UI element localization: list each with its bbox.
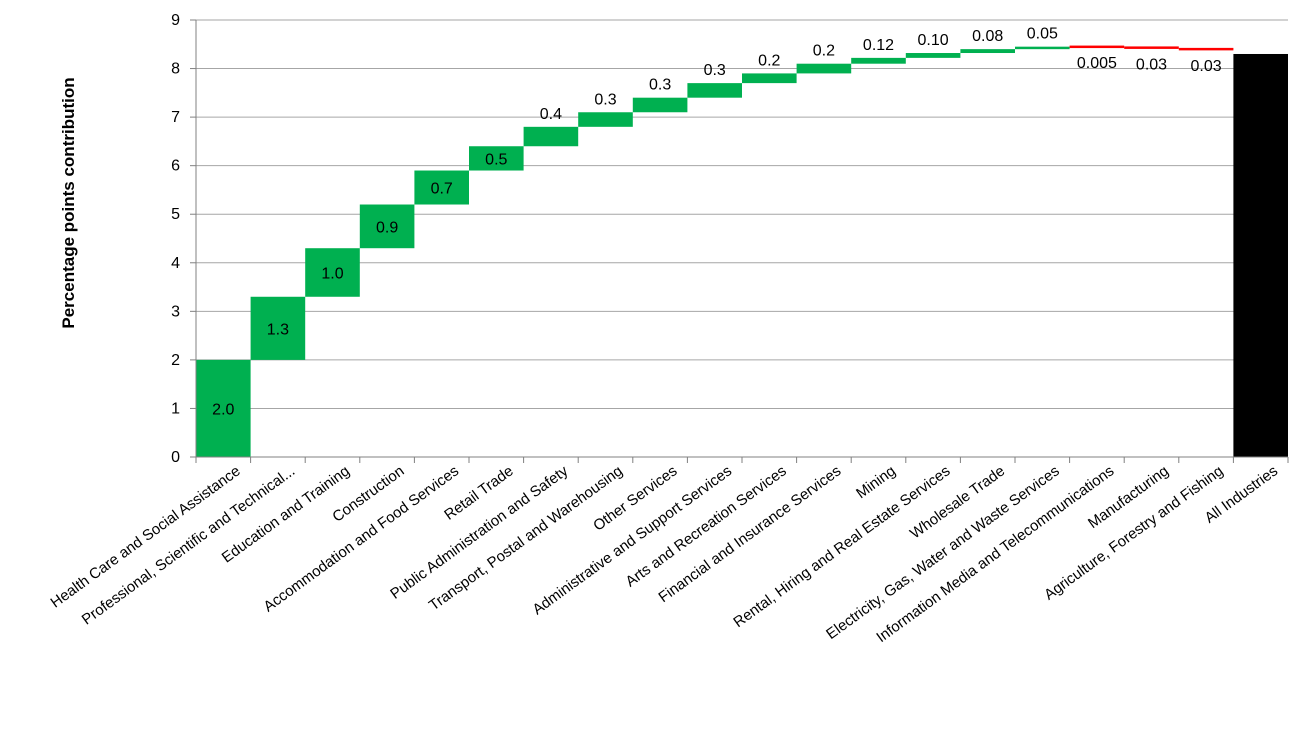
bar xyxy=(250,296,306,360)
y-tick-label: 1 xyxy=(171,400,180,417)
data-label: 1.3 xyxy=(267,321,289,338)
y-tick-label: 4 xyxy=(171,255,180,272)
bar xyxy=(305,248,360,297)
y-tick-label: 8 xyxy=(171,61,180,78)
bar xyxy=(1178,47,1234,51)
data-label: 0.005 xyxy=(1077,55,1117,72)
data-label: 0.3 xyxy=(704,62,726,79)
data-label: 0.9 xyxy=(376,219,398,236)
data-label: 0.3 xyxy=(594,91,616,108)
bar xyxy=(1015,46,1070,50)
bars xyxy=(196,45,1288,457)
y-axis-title: Percentage points contribution xyxy=(59,77,78,328)
data-label: 0.03 xyxy=(1136,56,1167,73)
y-tick-label: 5 xyxy=(171,206,180,223)
y-tick-label: 3 xyxy=(171,303,180,320)
data-label: 0.4 xyxy=(540,106,562,123)
data-label: 2.0 xyxy=(212,401,234,418)
x-tick-label: Mining xyxy=(853,462,899,502)
bar xyxy=(359,204,415,249)
y-tick-label: 9 xyxy=(171,12,180,29)
data-label: 0.12 xyxy=(863,37,894,54)
data-label: 0.2 xyxy=(758,52,780,69)
bar xyxy=(578,112,633,127)
bar xyxy=(796,63,852,74)
bar xyxy=(851,57,906,64)
data-label: 8.3 xyxy=(1250,248,1272,265)
bar xyxy=(523,126,579,147)
bar xyxy=(1124,46,1179,49)
bar xyxy=(469,146,524,171)
data-label: 0.5 xyxy=(485,151,507,168)
bar xyxy=(687,83,742,98)
data-label: 0.03 xyxy=(1191,58,1222,75)
bar xyxy=(1069,45,1125,49)
y-tick-label: 7 xyxy=(171,109,180,126)
data-label: 0.10 xyxy=(918,32,949,49)
bar xyxy=(1233,53,1288,457)
y-tick-label: 2 xyxy=(171,352,180,369)
bar xyxy=(196,359,251,457)
y-tick-label: 6 xyxy=(171,158,180,175)
data-label: 0.2 xyxy=(813,43,835,60)
bar xyxy=(414,170,469,205)
bar xyxy=(905,53,961,58)
data-label: 1.0 xyxy=(321,265,343,282)
bar xyxy=(632,97,688,113)
bar xyxy=(742,73,797,84)
data-label: 0.7 xyxy=(431,181,453,198)
x-tick-label: Administrative and Support Services xyxy=(529,462,735,618)
data-label: 0.08 xyxy=(972,28,1003,45)
data-label: 0.05 xyxy=(1027,26,1058,43)
bar xyxy=(960,49,1015,54)
y-tick-label: 0 xyxy=(171,449,180,466)
data-label: 0.3 xyxy=(649,77,671,94)
data-labels: 2.0 1.3 1.0 0.9 0.7 0.5 0.4 0.3 0.3 0.3 0.2 0.2 0.12… xyxy=(212,26,1272,419)
x-tick-label: Accommodation and Food Services xyxy=(260,462,462,615)
